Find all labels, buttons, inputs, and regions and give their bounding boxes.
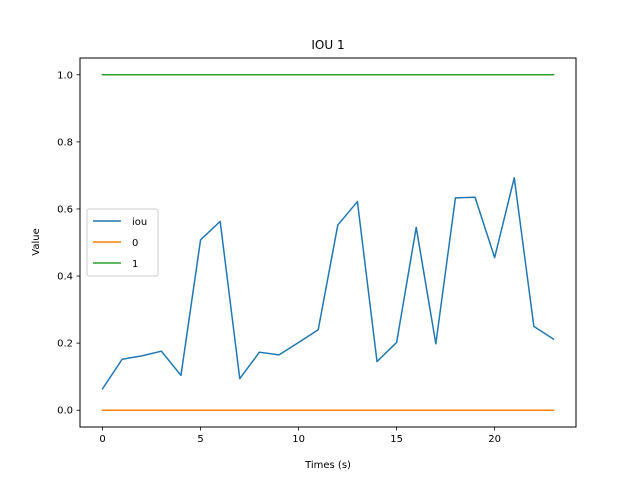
legend-box: [86, 208, 159, 277]
x-tick-label: 5: [197, 434, 203, 445]
legend-label-1: 0: [132, 238, 138, 249]
y-tick-label: 0.8: [57, 137, 73, 148]
series-line-0: [101, 177, 555, 390]
y-tick-label: 0.4: [57, 272, 73, 283]
series-layer: [101, 74, 555, 411]
x-tick-label: 20: [488, 434, 501, 445]
chart-title: IOU 1: [311, 38, 344, 52]
x-tick-label: 15: [390, 434, 403, 445]
x-axis: 0 5 10 15 20: [99, 427, 501, 445]
y-tick-label: 1.0: [57, 70, 73, 81]
legend-label-2: 1: [132, 259, 138, 270]
y-tick-label: 0.2: [57, 339, 73, 350]
y-axis: 0.0 0.2 0.4 0.6 0.8 1.0: [57, 70, 80, 417]
plot-frame: [79, 57, 577, 428]
y-tick-label: 0.0: [57, 406, 73, 417]
x-tick-label: 10: [292, 434, 305, 445]
x-tick-label: 0: [99, 434, 105, 445]
y-tick-label: 0.6: [57, 204, 73, 215]
y-axis-label: Value: [31, 228, 42, 255]
legend-label-0: iou: [132, 217, 147, 228]
x-axis-label: Times (s): [304, 460, 351, 471]
legend: iou 0 1: [86, 208, 159, 277]
